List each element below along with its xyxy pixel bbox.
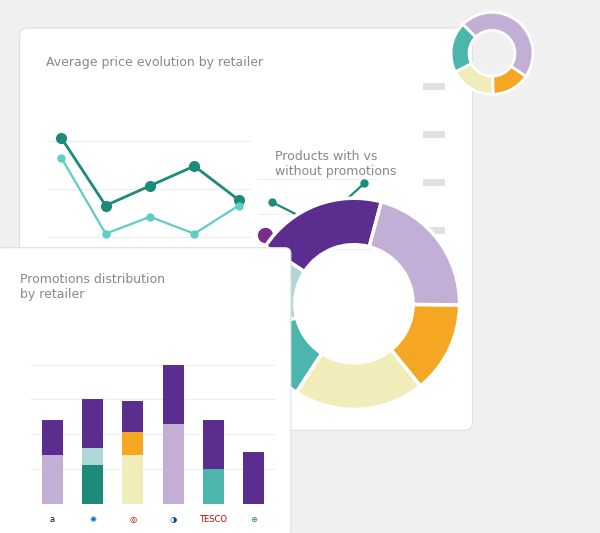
Wedge shape xyxy=(248,246,304,329)
Bar xyxy=(163,365,184,424)
Text: Products with vs
without promotions: Products with vs without promotions xyxy=(275,150,396,179)
Wedge shape xyxy=(251,318,322,392)
Text: Average price evolution by retailer: Average price evolution by retailer xyxy=(46,55,263,69)
Text: ◑: ◑ xyxy=(170,515,177,524)
Bar xyxy=(203,469,224,504)
Text: TESCO: TESCO xyxy=(199,515,227,524)
Bar xyxy=(244,451,265,504)
Bar xyxy=(41,420,62,455)
Bar xyxy=(163,424,184,504)
Wedge shape xyxy=(455,64,493,94)
Wedge shape xyxy=(463,12,533,76)
Wedge shape xyxy=(451,25,476,72)
Bar xyxy=(82,448,103,465)
Bar xyxy=(122,455,143,504)
Wedge shape xyxy=(265,198,382,272)
Text: ⊕: ⊕ xyxy=(250,515,257,524)
FancyBboxPatch shape xyxy=(20,28,472,430)
Text: ✺: ✺ xyxy=(89,515,96,524)
Text: Promotions distribution
by retailer: Promotions distribution by retailer xyxy=(20,273,165,301)
Text: a: a xyxy=(50,515,55,524)
Wedge shape xyxy=(391,304,460,386)
Wedge shape xyxy=(370,202,460,305)
Bar xyxy=(203,420,224,469)
Wedge shape xyxy=(296,350,421,409)
Wedge shape xyxy=(493,66,526,94)
Bar xyxy=(82,399,103,448)
Bar xyxy=(82,465,103,504)
Text: ◎: ◎ xyxy=(129,515,136,524)
Bar xyxy=(122,432,143,455)
Bar xyxy=(41,455,62,504)
Bar xyxy=(122,401,143,432)
FancyBboxPatch shape xyxy=(0,248,291,533)
